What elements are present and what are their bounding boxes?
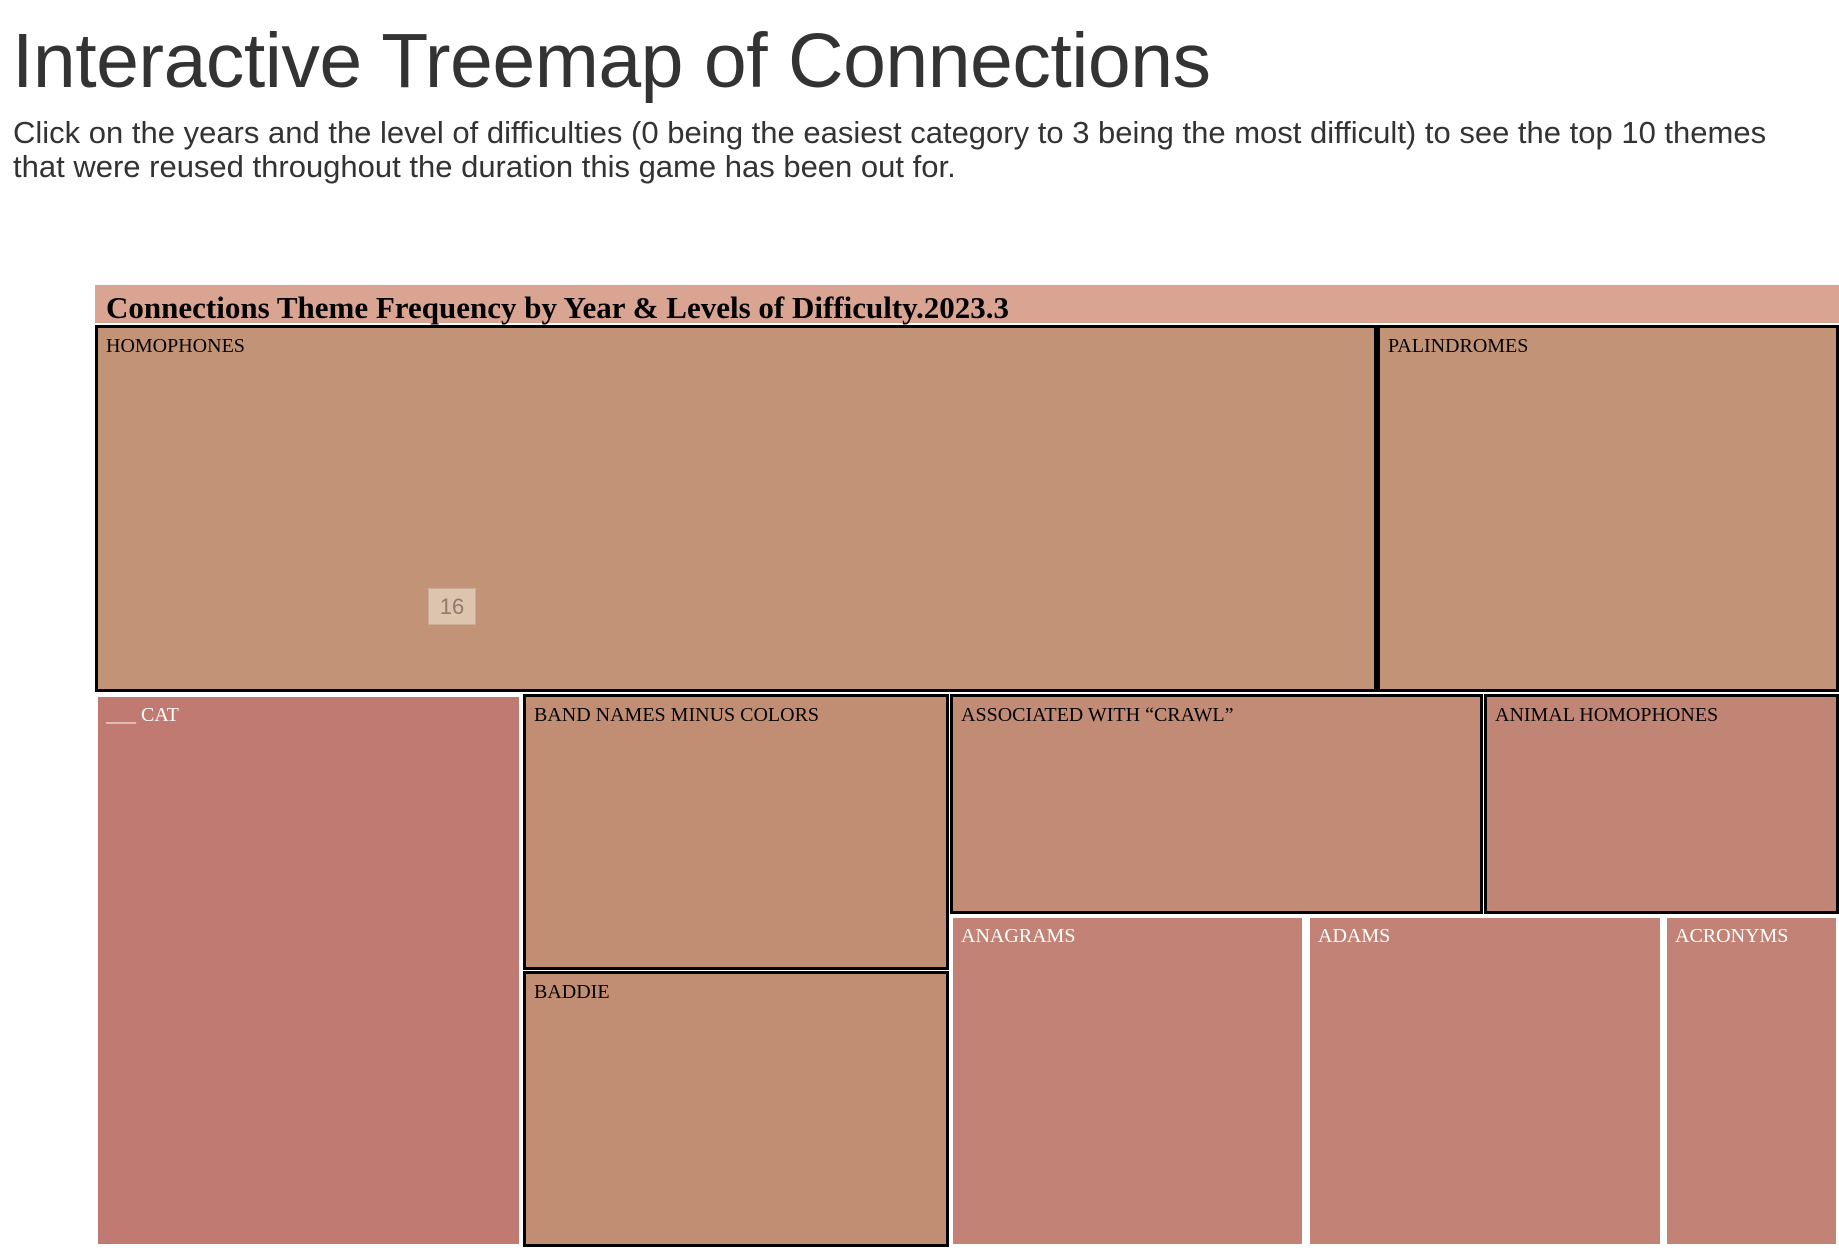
treemap-cell-anagrams[interactable] — [950, 915, 1305, 1247]
treemap-cell-label: ADAMS — [1318, 925, 1390, 947]
treemap-cell-label: ANAGRAMS — [961, 925, 1075, 947]
treemap-header[interactable] — [95, 285, 1839, 323]
treemap-cell-label: ANIMAL HOMOPHONES — [1495, 704, 1718, 726]
treemap-cell-acronyms[interactable] — [1664, 915, 1839, 1247]
treemap-cell-label: ___ CAT — [105, 704, 179, 726]
treemap-cell-label: PALINDROMES — [1388, 335, 1528, 357]
treemap-cell-homophones[interactable] — [95, 325, 1377, 692]
treemap-cell-palindromes[interactable] — [1377, 325, 1839, 692]
treemap-cell-adams[interactable] — [1307, 915, 1663, 1247]
page-title: Interactive Treemap of Connections — [12, 18, 1211, 104]
treemap-cell-animal-homophones[interactable] — [1484, 694, 1839, 914]
treemap-cell-baddie[interactable] — [523, 971, 949, 1247]
treemap-cell-label: ASSOCIATED WITH “CRAWL” — [961, 704, 1233, 726]
treemap-cell-label: ACRONYMS — [1675, 925, 1788, 947]
treemap-cell-associated-with-crawl[interactable] — [950, 694, 1483, 914]
treemap-cell-cat[interactable] — [95, 694, 522, 1247]
treemap-cell-band-names-minus-colors[interactable] — [523, 694, 949, 970]
page-description: Click on the years and the level of diff… — [13, 115, 1767, 184]
treemap-cell-label: HOMOPHONES — [106, 335, 245, 357]
treemap-cell-label: BAND NAMES MINUS COLORS — [534, 704, 819, 726]
value-tooltip: 16 — [428, 588, 476, 625]
treemap-title: Connections Theme Frequency by Year & Le… — [106, 290, 1009, 325]
treemap-cell-label: BADDIE — [534, 981, 610, 1003]
